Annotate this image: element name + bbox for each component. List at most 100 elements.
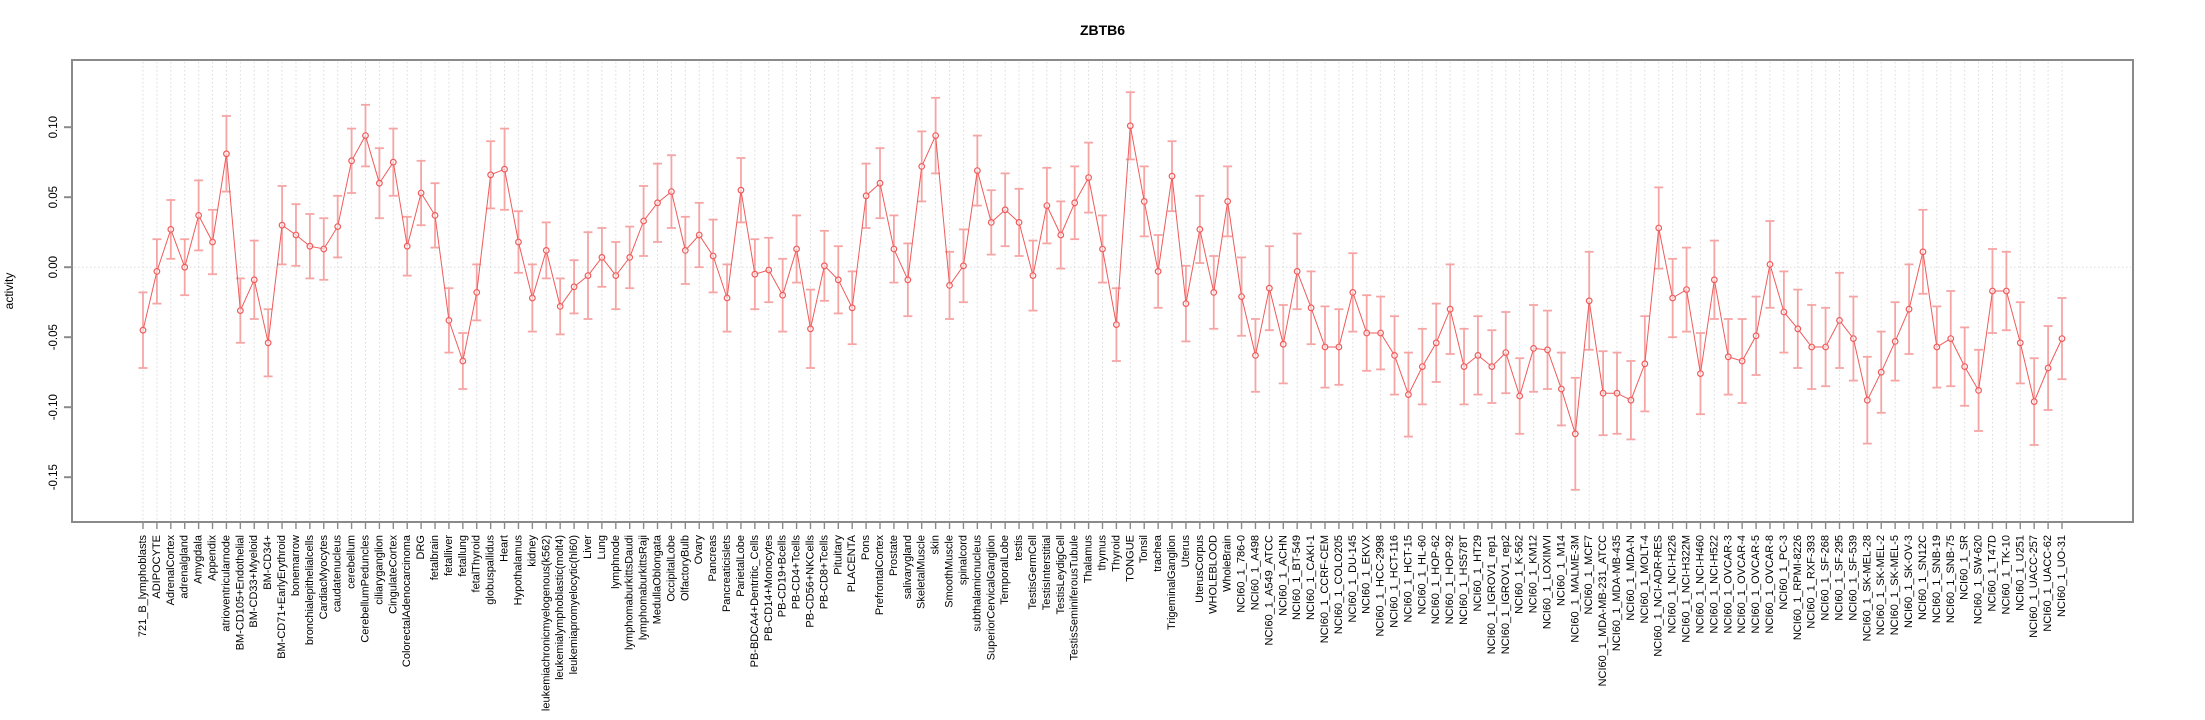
data-point	[1071, 199, 1079, 207]
data-point	[320, 245, 328, 253]
data-point	[1474, 352, 1482, 359]
data-point	[1919, 248, 1927, 256]
x-tick-label: NCI60_1_IGROV1_rep2	[1500, 535, 1512, 654]
data-point	[223, 150, 230, 158]
data-point	[904, 276, 912, 284]
data-point	[1933, 343, 1941, 351]
x-tick-label: NCI60_1_OVCAR-8	[1764, 535, 1776, 633]
x-tick-label: NCI60_1_NCI-H522	[1708, 535, 1720, 633]
data-point	[1557, 385, 1565, 393]
data-point	[528, 294, 536, 302]
data-point	[1293, 268, 1301, 275]
data-point	[793, 245, 800, 253]
data-point	[1043, 202, 1051, 210]
data-point	[1363, 329, 1371, 337]
data-point	[1446, 305, 1454, 313]
x-tick-label: NCI60_1_UACC-257	[2028, 535, 2040, 638]
data-point	[1029, 272, 1037, 280]
x-tick-label: PB-CD8+Tcells	[818, 535, 830, 610]
x-tick-label: NCI60_1_MCF7	[1583, 535, 1595, 614]
data-point	[1710, 276, 1718, 284]
data-point	[1252, 352, 1259, 359]
data-point	[820, 262, 828, 270]
x-tick-label: ParietalLobe	[735, 535, 747, 597]
data-point	[918, 162, 926, 170]
data-point	[1989, 287, 1996, 295]
x-tick-label: NCI60_1_HS578T	[1458, 535, 1470, 625]
x-tick-label: fetalThyroid	[471, 535, 483, 592]
data-point	[181, 263, 189, 271]
x-tick-label: Pancreaticislets	[721, 535, 733, 613]
x-tick-label: bonemarrow	[290, 535, 302, 596]
data-point	[1571, 430, 1579, 438]
data-point	[862, 192, 870, 200]
data-point	[848, 304, 856, 312]
data-point	[709, 252, 717, 260]
x-tick-label: NCI60_1_HCT-116	[1389, 535, 1401, 628]
x-tick-label: NCI60_1_CAKI-1	[1305, 535, 1317, 620]
x-tick-label: NCI60_1_EKVX	[1361, 534, 1373, 614]
x-tick-label: NCI60_1_OVCAR-4	[1736, 535, 1748, 633]
data-point	[487, 171, 495, 179]
x-tick-label: SkeletalMuscle	[916, 535, 928, 609]
data-point	[1613, 389, 1621, 397]
data-point	[834, 276, 842, 284]
x-tick-label: adrenalgland	[179, 535, 191, 599]
x-tick-label: atrioventricularnode	[220, 535, 232, 632]
x-tick-label: NCI60_1_DU-145	[1347, 535, 1359, 622]
data-point	[278, 221, 286, 229]
data-point	[1627, 396, 1635, 404]
data-point	[556, 303, 564, 310]
x-tick-label: TrigeminalGanglion	[1166, 535, 1178, 630]
data-point	[209, 238, 216, 246]
data-point	[195, 211, 203, 219]
y-tick-label: -0.05	[48, 324, 60, 350]
x-tick-label: leukemiachronicmyelogenous(k562)	[540, 535, 552, 711]
data-point	[1738, 357, 1746, 365]
data-point	[737, 186, 745, 194]
data-point	[626, 253, 634, 261]
x-tick-label: spinalcord	[957, 535, 969, 585]
data-point	[723, 294, 731, 302]
x-tick-label: NCI60_1_HCC-2998	[1375, 535, 1387, 637]
x-tick-label: NCI60_1_BT-549	[1291, 535, 1303, 620]
data-point	[459, 357, 467, 365]
x-tick-label: PB-CD4+Tcells	[791, 535, 803, 610]
x-tick-label: CardiacMyocytes	[318, 535, 330, 620]
x-tick-label: globuspallidus	[485, 535, 497, 605]
x-tick-label: TestisInterstitial	[1041, 535, 1053, 610]
gridlines	[74, 62, 2131, 520]
data-point	[334, 223, 342, 231]
y-tick-label: -0.10	[48, 394, 60, 420]
data-point	[751, 270, 759, 278]
x-tick-label: NCI60_1_MDA-MB-231_ATCC	[1597, 535, 1609, 686]
x-tick-label: OlfactoryBulb	[679, 535, 691, 601]
data-point	[987, 218, 995, 226]
x-tick-label: Pancreas	[707, 535, 719, 582]
data-point	[1391, 352, 1398, 359]
x-tick-label: NCI60_1_ACHN	[1277, 535, 1289, 616]
data-point	[1794, 325, 1802, 333]
data-point	[890, 245, 898, 253]
x-tick-label: Appendix	[207, 535, 219, 581]
x-tick-label: NCI60_1_SNB-75	[1945, 535, 1957, 623]
x-tick-label: bronchialepithelialcells	[304, 535, 316, 646]
data-point	[584, 272, 592, 280]
x-tick-label: Prostate	[888, 535, 900, 576]
x-tick-label: NCI60_1_IGROV1_rep1	[1486, 535, 1498, 654]
x-tick-label: PLACENTA	[846, 534, 858, 592]
x-tick-label: skin	[930, 535, 942, 555]
x-tick-label: leukemiapromyelocytic(hl60)	[568, 535, 580, 674]
x-tick-label: NCI60_1_K-562	[1514, 535, 1526, 614]
x-tick-label: Hypothalamus	[512, 535, 524, 606]
data-point	[668, 188, 675, 196]
x-tick-label: TestisSeminiferousTubule	[1069, 535, 1081, 661]
data-point	[1683, 286, 1690, 294]
data-point	[1530, 345, 1537, 352]
x-tick-label: Ovary	[693, 535, 705, 565]
data-point	[1307, 304, 1315, 312]
x-tick-label: NCI60_1_NCI-H226	[1667, 535, 1679, 633]
y-tick-label: 0.10	[48, 116, 60, 138]
data-point	[501, 165, 508, 173]
data-point	[973, 167, 981, 175]
